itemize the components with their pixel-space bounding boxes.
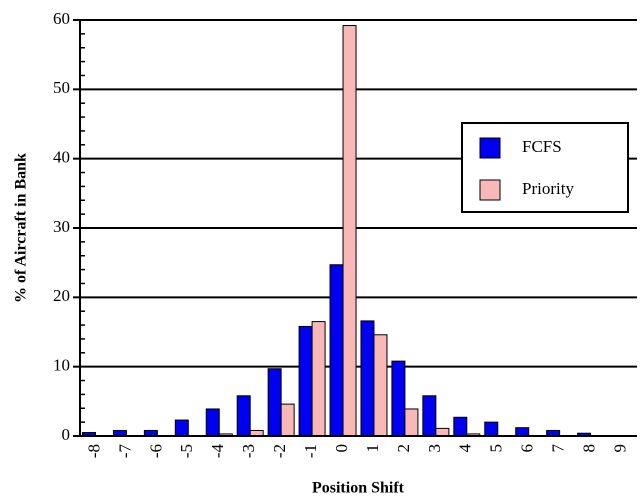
bar — [404, 408, 419, 437]
bar — [422, 395, 437, 437]
x-tick-label: 5 — [487, 444, 506, 453]
y-tick-label: 0 — [62, 425, 71, 444]
x-tick-label: -6 — [146, 444, 165, 458]
x-tick-label: -4 — [208, 444, 227, 459]
x-tick-label: 4 — [456, 444, 475, 453]
bar — [174, 419, 189, 437]
x-tick-label: -2 — [270, 444, 289, 458]
bar — [373, 334, 388, 437]
bar — [435, 427, 450, 437]
x-tick-label: 8 — [579, 444, 598, 453]
bar — [360, 320, 375, 437]
y-axis-title: % of Aircraft in Bank — [13, 153, 30, 303]
y-tick-label: 60 — [53, 9, 70, 28]
x-tick-label: 2 — [394, 444, 413, 453]
y-tick-label: 30 — [53, 217, 70, 236]
bar — [391, 360, 406, 437]
x-tick-label: -8 — [84, 444, 103, 458]
legend-label: FCFS — [522, 137, 562, 156]
x-tick-label: 3 — [425, 444, 444, 453]
bar — [267, 368, 282, 437]
x-tick-label: -7 — [115, 444, 134, 459]
x-tick-label: -5 — [177, 444, 196, 458]
bar — [280, 403, 295, 437]
bar — [329, 264, 344, 437]
x-tick-label: 1 — [363, 444, 382, 453]
bar — [236, 395, 251, 437]
legend-label: Priority — [522, 179, 574, 198]
x-tick-label: -3 — [239, 444, 258, 458]
bar — [515, 427, 530, 437]
bar — [205, 408, 220, 437]
x-tick-label: 6 — [518, 444, 537, 453]
y-tick-label: 50 — [53, 78, 70, 97]
x-tick-label: -1 — [301, 444, 320, 458]
bar — [311, 321, 326, 437]
x-tick-label: 7 — [549, 444, 568, 453]
y-tick-label: 40 — [53, 148, 70, 167]
legend-swatch — [479, 179, 501, 201]
bar — [342, 25, 357, 437]
x-axis-title: Position Shift — [312, 480, 405, 497]
bar — [484, 421, 499, 437]
bar — [298, 325, 313, 437]
y-tick-label: 10 — [53, 356, 70, 375]
x-tick-label: 0 — [332, 444, 351, 453]
bar — [453, 416, 468, 437]
y-tick-label: 20 — [53, 286, 70, 305]
legend-swatch — [479, 137, 501, 159]
x-tick-label: 9 — [610, 444, 629, 453]
